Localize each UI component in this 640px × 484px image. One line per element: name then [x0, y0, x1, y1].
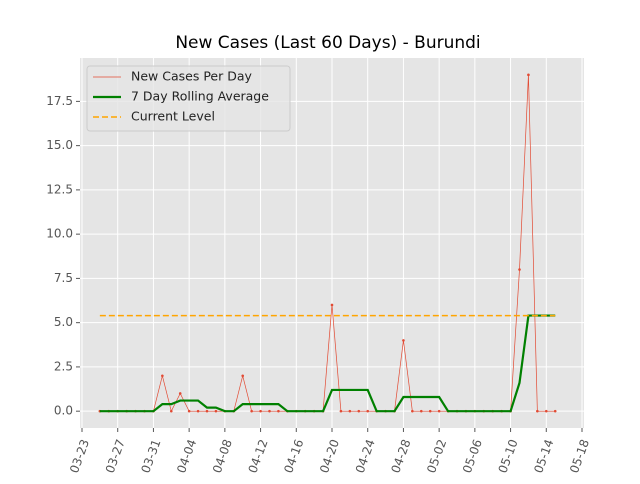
point	[339, 409, 343, 413]
x-tick-label: 04-20	[317, 437, 342, 475]
point	[169, 409, 173, 413]
point	[330, 303, 334, 307]
y-tick-label: 12.5	[46, 182, 73, 196]
point	[527, 73, 530, 77]
x-tick-label: 04-12	[246, 437, 271, 475]
x-tick-label: 05-10	[496, 437, 521, 475]
x-tick-label: 04-24	[353, 437, 378, 475]
x-tick-label: 04-04	[174, 437, 199, 475]
x-tick-label: 03-23	[67, 437, 92, 475]
point	[553, 409, 557, 413]
point	[259, 409, 262, 413]
series-line	[99, 314, 556, 413]
point	[357, 409, 361, 413]
point	[205, 409, 209, 413]
point	[428, 409, 432, 413]
legend-box	[86, 65, 291, 132]
point	[518, 268, 521, 271]
point	[196, 409, 200, 413]
legend-label: New Cases Per Day	[131, 69, 252, 84]
x-tick-label: 03-27	[103, 437, 128, 475]
point	[187, 409, 191, 413]
point	[437, 409, 441, 413]
point	[161, 374, 164, 378]
point	[268, 409, 271, 413]
x-tick-label: 04-28	[388, 437, 413, 475]
x-tick-label: 05-02	[424, 437, 449, 475]
chart-title: New Cases (Last 60 Days) - Burundi	[175, 33, 480, 53]
y-tick-label: 0.0	[54, 404, 73, 418]
legend-label: 7 Day Rolling Average	[131, 89, 269, 104]
point	[214, 409, 218, 413]
point	[402, 339, 405, 342]
point	[536, 409, 539, 413]
y-tick-label: 17.5	[46, 94, 73, 108]
point	[348, 409, 352, 413]
x-tick-label: 04-08	[210, 437, 235, 475]
y-tick-label: 2.5	[54, 359, 73, 373]
legend: New Cases Per Day 7 Day Rolling Average Cu…	[86, 65, 291, 132]
point	[419, 409, 423, 413]
y-tick-label: 10.0	[46, 227, 73, 241]
x-tick-label: 04-16	[281, 437, 306, 475]
point	[366, 409, 370, 413]
point	[178, 392, 182, 395]
x-tick-label: 05-06	[460, 437, 485, 475]
point	[411, 409, 414, 413]
legend-label: Current Level	[131, 109, 215, 124]
point	[241, 374, 245, 378]
y-tick-label: 5.0	[54, 315, 73, 329]
y-tick-label: 15.0	[46, 138, 73, 152]
point	[277, 409, 280, 413]
point	[544, 409, 548, 413]
x-tick-label: 05-14	[531, 437, 556, 475]
y-tick-label: 7.5	[54, 271, 73, 285]
point	[250, 409, 253, 413]
x-tick-label: 03-31	[138, 437, 163, 475]
x-tick-label: 05-18	[567, 437, 592, 475]
